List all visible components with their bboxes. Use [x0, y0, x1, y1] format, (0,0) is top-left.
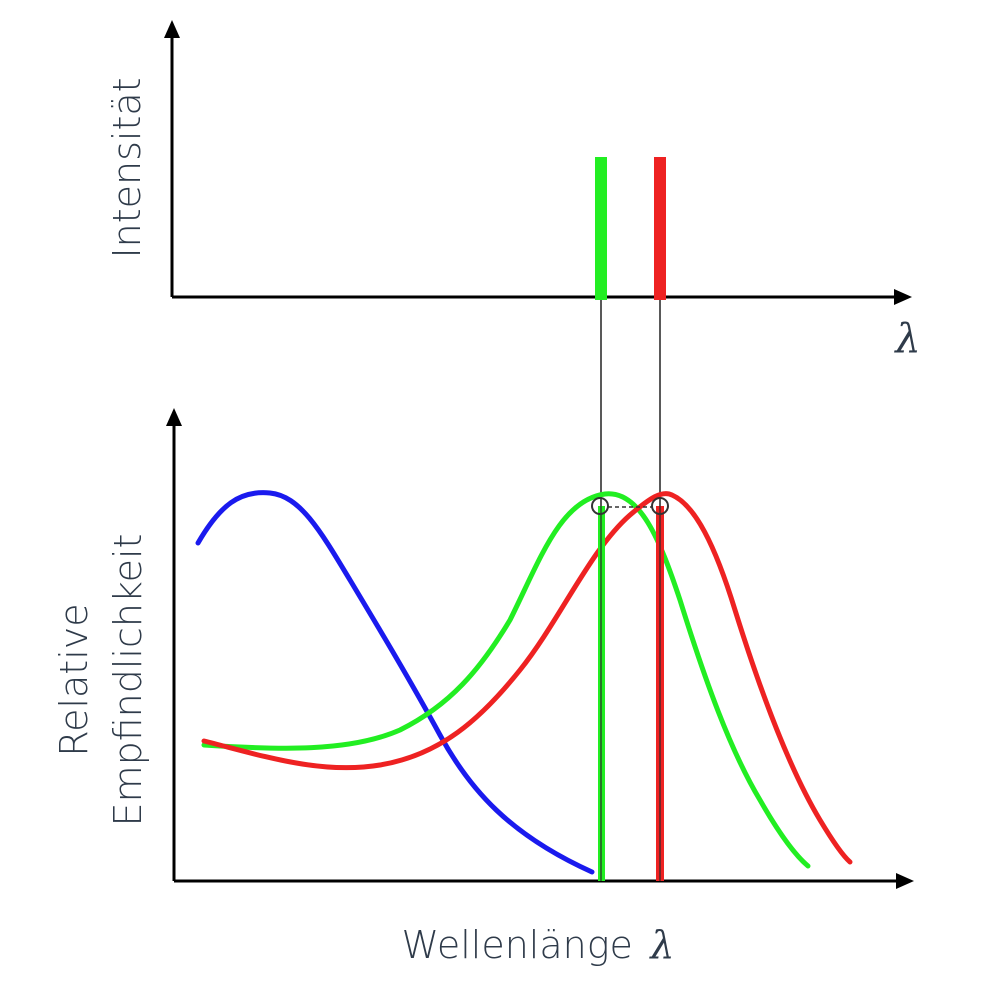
bottom-y-axis-label-line2: Empfindlichkeit: [106, 534, 150, 827]
top-y-axis-arrowhead: [164, 20, 180, 38]
red-intersection-marker: [651, 497, 669, 515]
bottom-y-axis-arrowhead: [166, 408, 182, 426]
bottom-y-axis-label-line1: Relative: [52, 603, 96, 756]
bottom-x-axis-arrowhead: [896, 873, 914, 889]
green-intersection-marker: [591, 497, 609, 515]
red-sensitivity-curve: [201, 491, 853, 865]
blue-sensitivity-curve: [195, 490, 595, 875]
bottom-x-axis-label: Wellenlänge λ: [401, 923, 674, 967]
top-y-axis-label: Intensität: [105, 77, 149, 258]
bottom-sensitivity-chart: Relative Empfindlichkeit Wellenlänge λ: [52, 408, 914, 967]
top-x-axis-arrowhead: [894, 289, 912, 305]
green-emission-line: [595, 157, 607, 300]
red-emission-line: [654, 157, 666, 300]
top-x-axis-label: λ: [893, 316, 920, 362]
green-sensitivity-curve: [201, 491, 811, 869]
top-intensity-chart: Intensität λ: [105, 20, 921, 362]
